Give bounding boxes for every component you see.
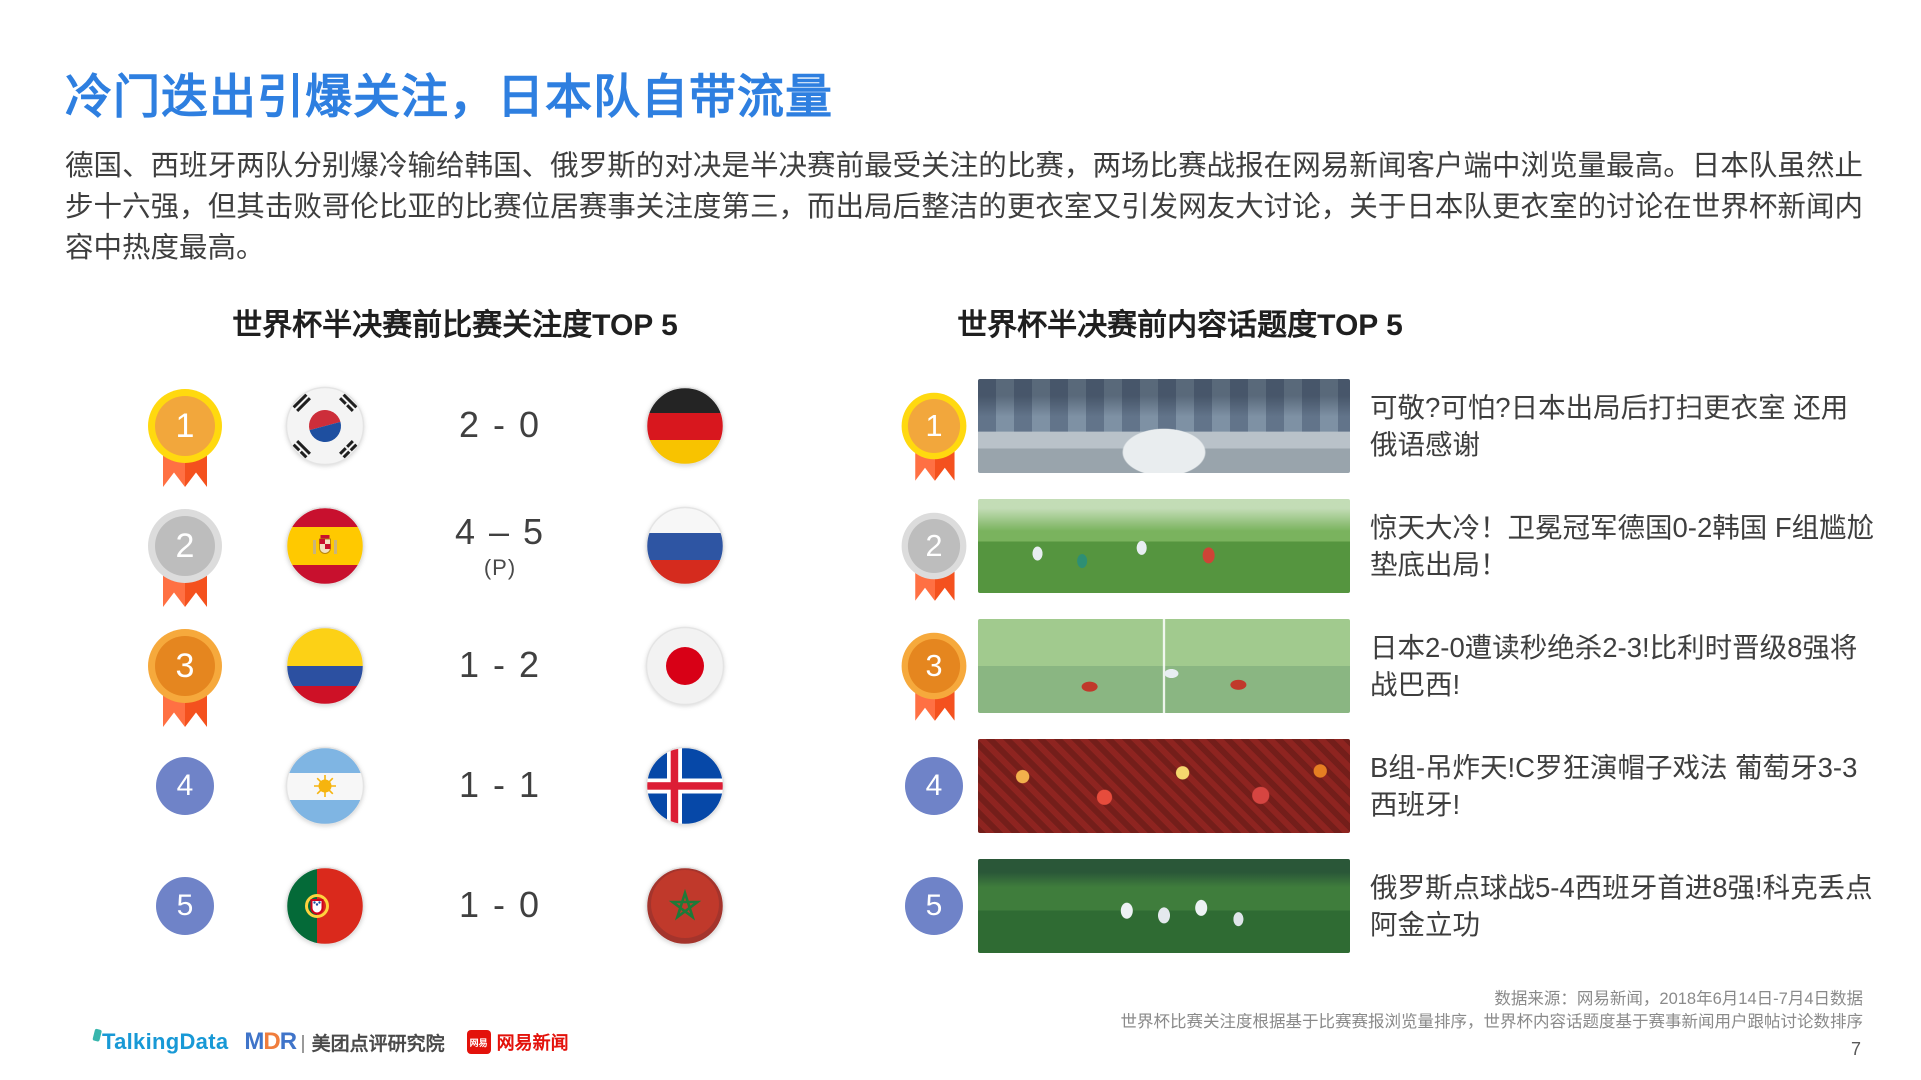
matches-panel-heading: 世界杯半决赛前比赛关注度TOP 5	[232, 309, 678, 342]
rank-number: 4	[176, 769, 194, 802]
iceland-flag-icon	[645, 746, 725, 826]
germany-flag-icon	[645, 386, 725, 466]
germany-korea-goal-photo	[978, 499, 1350, 593]
page-title: 冷门迭出引爆关注，日本队自带流量	[65, 70, 833, 123]
page-number: 7	[1850, 1039, 1861, 1059]
topic-row-1: 1 可敬?可怕?日本出局后打扫更衣室 还用俄语感谢	[898, 366, 1888, 486]
rank-4-badge: 4	[156, 757, 214, 815]
silver-medal-icon: 2	[148, 509, 222, 607]
silver-medal-icon: 2	[901, 512, 967, 601]
topic-headline: 可敬?可怕?日本出局后打扫更衣室 还用俄语感谢	[1370, 392, 1849, 460]
meituan-research-logo: 美团点评研究院	[302, 1029, 445, 1056]
talkingdata-logo: TalkingData	[102, 1029, 229, 1054]
rank-5-badge: 5	[905, 877, 963, 935]
rank-number: 5	[925, 889, 943, 922]
mdr-logo: MDR	[244, 1028, 297, 1056]
topic-headline: 俄罗斯点球战5-4西班牙首进8强!科克丢点阿金立功	[1370, 872, 1873, 940]
topic-headline: 惊天大冷！卫冕冠军德国0-2韩国 F组尴尬垫底出局！	[1370, 512, 1875, 580]
argentina-flag-icon	[285, 746, 365, 826]
topics-panel-heading: 世界杯半决赛前内容话题度TOP 5	[957, 309, 1403, 342]
gold-medal-icon: 1	[148, 389, 222, 487]
topic-row-4: 4 B组-吊炸天!C罗狂演帽子戏法 葡萄牙3-3西班牙!	[898, 726, 1888, 846]
match-score: 4 – 5	[454, 511, 546, 552]
topic-row-3: 3 日本2-0遭读秒绝杀2-3!比利时晋级8强将战巴西!	[898, 606, 1888, 726]
rank-number: 3	[175, 646, 195, 685]
match-score: 1 - 0	[458, 884, 542, 925]
talkingdata-tick-icon	[92, 1028, 103, 1042]
topic-headline: B组-吊炸天!C罗狂演帽子戏法 葡萄牙3-3西班牙!	[1370, 752, 1858, 820]
topic-headline: 日本2-0遭读秒绝杀2-3!比利时晋级8强将战巴西!	[1370, 632, 1858, 700]
match-score: 2 - 0	[458, 404, 542, 445]
bronze-medal-icon: 3	[148, 629, 222, 727]
topic-row-5: 5 俄罗斯点球战5-4西班牙首进8强!科克丢点阿金立功	[898, 846, 1888, 966]
source-line-2: 世界杯比赛关注度根据基于比赛赛报浏览量排序，世界杯内容话题度基于赛事新闻用户跟帖…	[1120, 1013, 1864, 1031]
spain-flag-icon	[285, 506, 365, 586]
russia-flag-icon	[645, 506, 725, 586]
japan-dressing-room-photo	[978, 379, 1350, 473]
topics-ranking-list: 1 可敬?可怕?日本出局后打扫更衣室 还用俄语感谢 2 惊天大冷！卫冕冠军德国0…	[898, 366, 1888, 966]
mdr-letter-d: D	[263, 1028, 280, 1055]
bronze-medal-icon: 3	[901, 632, 967, 721]
intro-paragraph: 德国、西班牙两队分别爆冷输给韩国、俄罗斯的对决是半决赛前最受关注的比赛，两场比赛…	[65, 150, 1863, 264]
gold-medal-icon: 1	[901, 392, 967, 481]
netease-app-icon: 网易	[466, 1030, 491, 1054]
rank-number: 1	[175, 406, 195, 445]
rank-5-badge: 5	[156, 877, 214, 935]
score-note-penalties: (P)	[483, 555, 517, 580]
match-score: 1 - 1	[458, 764, 542, 805]
data-source-note: 数据来源：网易新闻，2018年6月14日-7月4日数据 世界杯比赛关注度根据基于…	[1121, 988, 1864, 1034]
rank-number: 1	[925, 408, 943, 443]
matches-ranking-list: 1	[130, 366, 780, 966]
topic-row-2: 2 惊天大冷！卫冕冠军德国0-2韩国 F组尴尬垫底出局！	[898, 486, 1888, 606]
match-row-3: 3 1 - 2	[130, 606, 780, 727]
source-line-1: 数据来源：网易新闻，2018年6月14日-7月4日数据	[1494, 990, 1863, 1008]
match-row-2: 2	[130, 486, 780, 607]
portugal-flag-icon	[285, 866, 365, 946]
rank-4-badge: 4	[905, 757, 963, 815]
rank-number: 3	[925, 648, 943, 683]
mdr-letter-r: R	[279, 1028, 297, 1055]
rank-number: 4	[925, 769, 943, 802]
netease-news-logo: 网易新闻	[496, 1033, 569, 1053]
colombia-flag-icon	[285, 626, 365, 706]
morocco-flag-icon	[645, 866, 725, 946]
japan-flag-icon	[645, 626, 725, 706]
russia-celebration-photo	[978, 859, 1350, 953]
portugal-fans-crowd-photo	[978, 739, 1350, 833]
logo-bar: TalkingData MDR 美团点评研究院 网易 网易新闻	[92, 1028, 569, 1056]
match-row-4: 4	[130, 726, 780, 846]
match-row-5: 5 1 - 0	[130, 846, 780, 966]
rank-number: 5	[176, 889, 194, 922]
rank-number: 2	[175, 526, 195, 565]
japan-belgium-pitch-photo	[978, 619, 1350, 713]
mdr-letter-m: M	[244, 1028, 264, 1055]
rank-number: 2	[925, 528, 943, 563]
match-score: 1 - 2	[458, 644, 542, 685]
south-korea-flag-icon	[285, 386, 365, 466]
match-row-1: 1	[130, 366, 780, 487]
